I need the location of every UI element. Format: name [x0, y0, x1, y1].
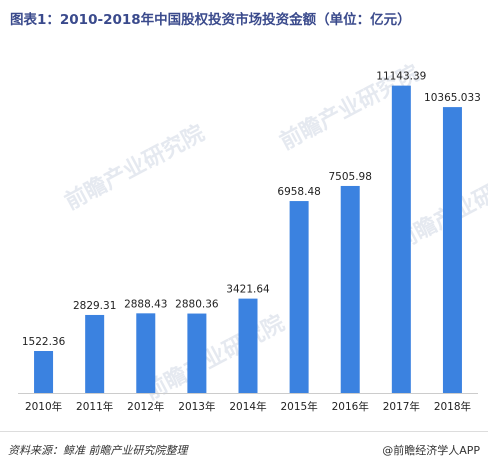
watermark-text: 前瞻产业研究院: [61, 120, 209, 215]
data-label: 2829.31: [73, 300, 116, 312]
x-tick-label: 2011年: [76, 400, 113, 413]
x-tick-label: 2016年: [332, 400, 369, 413]
data-label: 10365.033: [424, 92, 481, 104]
data-label: 2880.36: [175, 299, 219, 311]
data-label: 1522.36: [22, 336, 66, 348]
data-label: 6958.48: [277, 186, 320, 198]
x-tick-label: 2017年: [383, 400, 420, 413]
bar: [238, 298, 258, 393]
source-note: 资料来源：鲸准 前瞻产业研究院整理: [8, 444, 188, 457]
x-tick-label: 2014年: [229, 400, 266, 413]
data-label: 3421.64: [226, 284, 270, 296]
data-label: 7505.98: [329, 171, 372, 183]
bar: [289, 201, 309, 393]
footer: 资料来源：鲸准 前瞻产业研究院整理 @前瞻经济学人APP: [0, 431, 488, 466]
bar: [136, 313, 156, 393]
brand-label: @前瞻经济学人APP: [382, 444, 480, 457]
x-tick-labels-group: 2010年 2011年 2012年 2013年 2014年 2015年 2016年 2017年…: [25, 400, 471, 413]
bar: [340, 185, 360, 393]
bar: [34, 351, 54, 393]
watermark-text: 前瞻产业研究院: [141, 310, 289, 405]
bar: [391, 85, 411, 393]
x-tick-label: 2013年: [178, 400, 215, 413]
x-tick-label: 2012年: [127, 400, 164, 413]
x-tick-label: 2018年: [434, 400, 471, 413]
bar: [442, 107, 462, 393]
bars-group: [34, 85, 462, 393]
data-label: 2888.43: [124, 298, 167, 310]
bar: [85, 314, 105, 393]
data-labels-group: 1522.36 2829.31 2888.43 2880.36 3421.64 6958.…: [22, 71, 481, 348]
x-tick-label: 2010年: [25, 400, 62, 413]
x-tick-label: 2015年: [280, 400, 317, 413]
bar: [187, 313, 207, 393]
chart-title: 图表1：2010-2018年中国股权投资市场投资金额（单位：亿元）: [10, 12, 411, 28]
data-label: 11143.39: [376, 71, 426, 83]
